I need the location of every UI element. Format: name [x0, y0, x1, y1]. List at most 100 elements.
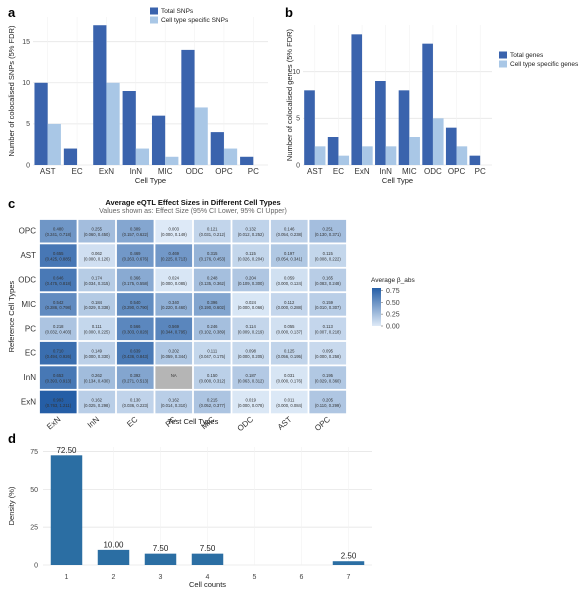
cell-ci: (0.059, 0.344) [161, 354, 188, 359]
legend-swatch [499, 51, 507, 59]
cell-ci: (0.135, 0.362) [199, 281, 226, 286]
heatmap-cell [77, 341, 116, 366]
cell-ci: (0.000, 0.085) [161, 281, 188, 286]
bar-ast-specific [314, 146, 326, 165]
x-tick-label: 7 [347, 574, 351, 581]
bar-cell-count-3 [144, 553, 177, 565]
cell-ci: (0.000, 0.149) [161, 232, 188, 237]
heatmap-cell [77, 365, 116, 390]
cell-ci: (0.012, 0.252) [238, 232, 265, 237]
cell-effect: 0.174 [92, 275, 103, 280]
heatmap-cell [39, 316, 78, 341]
cell-effect: 0.646 [53, 275, 64, 280]
x-axis-title: Test Cell Types [168, 417, 219, 426]
cell-ci: (0.134, 0.430) [84, 378, 111, 383]
cell-effect: 0.248 [207, 275, 218, 280]
legend-tick-label: 0.25 [386, 312, 400, 319]
bar-odc-specific [194, 107, 208, 165]
cell-effect: 0.024 [169, 275, 180, 280]
cell-ci: (0.494, 0.926) [45, 354, 72, 359]
bar-exn-total [351, 34, 363, 166]
bar-pc-total [469, 155, 481, 165]
x-tick-label: ExN [355, 167, 370, 176]
cell-effect: 0.569 [169, 324, 180, 329]
y-tick-label: 5 [296, 116, 300, 123]
cell-ci: (0.000, 0.084) [276, 403, 303, 408]
cell-ci: (0.000, 0.225) [84, 330, 111, 335]
cell-effect: 0.146 [284, 227, 295, 232]
cell-ci: (0.175, 0.558) [122, 281, 149, 286]
cell-effect: 0.197 [284, 251, 295, 256]
cell-effect: 0.653 [53, 373, 64, 378]
cell-ci: (0.031, 0.212) [199, 232, 226, 237]
cell-ci: (0.110, 0.299) [315, 403, 341, 408]
y-axis-title: Number of colocalised SNPs (5% FDR) [7, 25, 16, 156]
cell-effect: 0.655 [53, 251, 64, 256]
cell-ci: (0.190, 0.602) [199, 305, 226, 310]
heatmap-cell [270, 365, 309, 390]
x-tick-label: 1 [65, 574, 69, 581]
heatmap-cell [154, 292, 193, 317]
panel-label-c: c [8, 196, 15, 211]
legend-colorbar [372, 288, 381, 326]
heatmap-cell [231, 219, 270, 244]
cell-effect: 0.202 [169, 349, 180, 354]
y-tick-label: 10 [22, 80, 30, 87]
cell-effect: 0.389 [130, 227, 141, 232]
bar-ec-total [63, 148, 78, 165]
bar-ec-specific [338, 155, 350, 165]
heatmap-cell [270, 316, 309, 341]
cell-ci: (0.303, 0.828) [122, 330, 149, 335]
heatmap-cell [308, 389, 347, 415]
cell-ci: (0.286, 0.798) [45, 305, 72, 310]
heatmap-cell [308, 243, 347, 268]
cell-ci: (0.109, 0.300) [238, 281, 265, 286]
heatmap-cell [308, 267, 347, 293]
bar-pc-total [240, 156, 254, 165]
heatmap-cell [308, 316, 347, 341]
panel-label-b: b [285, 5, 293, 20]
cell-effect: 0.366 [130, 275, 141, 280]
cell-ci: (0.000, 0.176) [276, 378, 303, 383]
cell-ci: (0.083, 0.248) [315, 281, 342, 286]
heatmap-cell [154, 219, 193, 244]
heatmap-cell [308, 219, 347, 244]
cell-ci: (0.009, 0.219) [238, 330, 265, 335]
bar-odc-total [422, 43, 433, 165]
y-tick-label: 0 [296, 162, 300, 169]
cell-effect: 0.218 [53, 324, 64, 329]
heatmap-cell [154, 267, 193, 293]
cell-effect: 0.095 [323, 349, 334, 354]
cell-ci: (0.436, 0.843) [122, 354, 149, 359]
cell-ci: (0.000, 0.205) [238, 354, 265, 359]
x-tick-label: OPC [215, 167, 233, 176]
x-tick-label: InN [86, 415, 101, 430]
y-tick-label: InN [24, 373, 37, 382]
heatmap-cell [193, 219, 232, 244]
heatmap-cell [270, 389, 309, 415]
cell-ci: (0.007, 0.218) [315, 330, 342, 335]
x-tick-label: ODC [236, 415, 256, 433]
bar-odc-total [181, 49, 195, 166]
bar-mic-total [151, 115, 166, 165]
legend-swatch [150, 16, 158, 24]
x-tick-label: 3 [159, 574, 163, 581]
bar-mic-specific [409, 137, 420, 165]
y-axis-title: Density (%) [7, 486, 16, 525]
legend-tick-label: 0.50 [386, 300, 400, 307]
cell-ci: (0.029, 0.338) [84, 305, 111, 310]
heatmap-cell [270, 243, 309, 268]
heatmap-cell [231, 267, 270, 293]
heatmap-cell [116, 267, 155, 293]
heatmap-cell [154, 389, 193, 415]
legend-swatch [150, 7, 158, 15]
x-tick-label: PC [248, 167, 259, 176]
cell-effect: 0.165 [323, 275, 334, 280]
cell-ci: (0.763, 1.211) [45, 403, 71, 408]
heatmap-cell [154, 243, 193, 268]
bar-cell-count-2 [97, 549, 130, 565]
heatmap-cell [39, 292, 78, 317]
cell-effect: 0.130 [130, 397, 141, 402]
cell-effect: 0.246 [207, 324, 218, 329]
heatmap-cell [39, 267, 78, 293]
